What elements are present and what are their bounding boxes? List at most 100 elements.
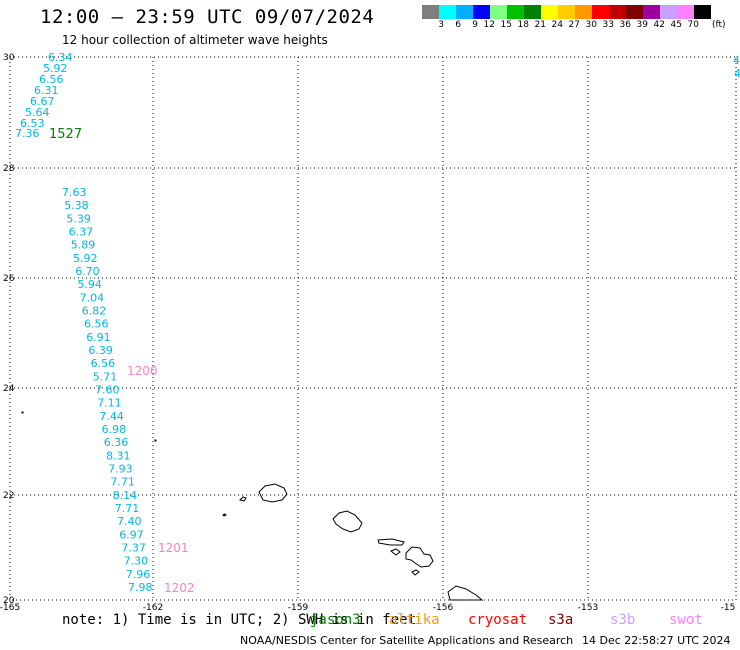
legend-label: 70	[687, 20, 699, 30]
wave-value: 6.31	[34, 84, 59, 97]
legend-swatch	[524, 5, 541, 19]
wave-value: 6.39	[88, 344, 113, 357]
legend-swatch	[643, 5, 660, 19]
island-molokai	[377, 538, 405, 546]
wave-value: 7.30	[124, 555, 149, 568]
satellite-label-jason3: jason3	[310, 612, 361, 628]
y-tick-label: 24	[3, 384, 15, 394]
legend-label: 30	[585, 20, 597, 30]
map-grid	[9, 56, 737, 601]
map-title: 12:00 — 23:59 UTC 09/07/2024	[40, 6, 375, 28]
legend-swatch	[422, 5, 439, 19]
wave-value: 6.37	[69, 226, 94, 239]
legend-label: 15	[500, 20, 512, 30]
wave-value: 5.39	[66, 212, 91, 225]
track-time-label: 1201	[158, 541, 189, 555]
track-time-label: 1527	[49, 127, 82, 142]
island-lanai	[390, 548, 401, 556]
wave-value: 7.71	[115, 502, 140, 515]
wave-value: 6.56	[91, 357, 116, 370]
map-subtitle: 12 hour collection of altimeter wave hei…	[62, 33, 328, 47]
legend-swatch	[541, 5, 558, 19]
legend-label: 24	[551, 20, 563, 30]
legend-swatch	[439, 5, 456, 19]
wave-value: 6.56	[39, 73, 64, 86]
wave-value: 6.56	[84, 318, 109, 331]
legend-label: 33	[602, 20, 614, 30]
y-tick-label: 30	[3, 53, 15, 63]
wave-value: 7.04	[80, 291, 105, 304]
track-time-label: 1200	[127, 364, 158, 378]
legend-label: 39	[636, 20, 648, 30]
footer-note: note: 1) Time is in UTC; 2) SWH is in fe…	[62, 612, 417, 628]
wave-value: 5.92	[73, 252, 98, 265]
x-tick-label: -156	[433, 603, 454, 613]
wave-value: 5.89	[71, 239, 96, 252]
legend-swatch	[507, 5, 524, 19]
wave-value: 6.34	[48, 51, 73, 64]
satellite-label-s3a: s3a	[548, 612, 574, 628]
hawaiian-islands-coastline	[21, 411, 484, 601]
wave-value: 6.82	[82, 305, 107, 318]
wave-value: 6.67	[30, 95, 55, 108]
legend-label: 36	[619, 20, 631, 30]
x-tick-label: -15	[721, 603, 736, 613]
y-tick-label: 22	[3, 491, 14, 501]
wave-value: 5.92	[43, 62, 68, 75]
legend-swatch	[626, 5, 643, 19]
island-dot-b	[154, 439, 157, 442]
legend-swatch	[660, 5, 677, 19]
x-tick-label: -159	[288, 603, 309, 613]
wave-value: 7.93	[108, 463, 133, 476]
wave-value: 6.70	[75, 265, 100, 278]
legend-color-bar	[422, 5, 711, 19]
wave-value: 7.44	[99, 410, 124, 423]
track-time-label: 1202	[164, 581, 195, 595]
wave-value: 6.97	[119, 528, 144, 541]
legend-label: 45	[670, 20, 682, 30]
wave-value: 5.94	[77, 278, 102, 291]
legend-swatch	[490, 5, 507, 19]
wave-value: 7.98	[128, 581, 153, 594]
wave-value: 7.37	[121, 542, 145, 555]
legend-swatch	[456, 5, 473, 19]
axis-labels: -165 -162 -159 -156 -153 -15 30 28 26 24 22 20	[0, 53, 735, 613]
wave-value: 5.38	[64, 199, 89, 212]
color-legend: (ft) 3 6 9 12 15 18 21 24 27 30 33 36 39 42 45 70	[422, 5, 726, 33]
satellite-label-swot: swot	[669, 612, 703, 628]
satellite-label-altika: altika	[389, 612, 440, 628]
x-tick-label: -153	[578, 603, 598, 613]
wave-value: 7.71	[110, 476, 134, 489]
island-niihau	[222, 513, 227, 517]
wave-value: 7.63	[62, 186, 87, 199]
wave-value: 6.91	[86, 331, 111, 344]
legend-label: 27	[568, 20, 580, 30]
wave-value: 7.36	[15, 127, 40, 140]
legend-labels: (ft) 3 6 9 12 15 18 21 24 27 30 33 36 39 42 45 70	[422, 19, 725, 33]
legend-label: 18	[517, 20, 529, 30]
wave-value: 4.	[733, 54, 740, 67]
x-tick-label: -165	[0, 603, 20, 613]
wave-value: 7.40	[117, 515, 142, 528]
satellite-label-cryosat: cryosat	[468, 612, 528, 628]
legend-label: 21	[534, 20, 546, 30]
legend-swatch	[473, 5, 490, 19]
satellite-label-s3b: s3b	[610, 612, 636, 628]
island-maui	[405, 546, 434, 568]
legend-label: 3	[438, 20, 444, 30]
legend-swatch	[609, 5, 626, 19]
credit-text: NOAA/NESDIS Center for Satellite Applica…	[240, 634, 574, 647]
legend-swatch	[677, 5, 694, 19]
y-tick-label: 26	[3, 274, 15, 284]
island-oahu	[332, 510, 363, 533]
island-hawaii	[447, 585, 484, 601]
island-small-nw	[239, 496, 247, 502]
legend-swatch	[694, 5, 711, 19]
wave-value: 6.36	[104, 436, 129, 449]
legend-unit: (ft)	[712, 20, 726, 30]
wave-value: 7.96	[126, 568, 151, 581]
legend-swatch	[592, 5, 609, 19]
wave-value: 6.98	[102, 423, 127, 436]
island-kahoolawe	[411, 569, 420, 576]
